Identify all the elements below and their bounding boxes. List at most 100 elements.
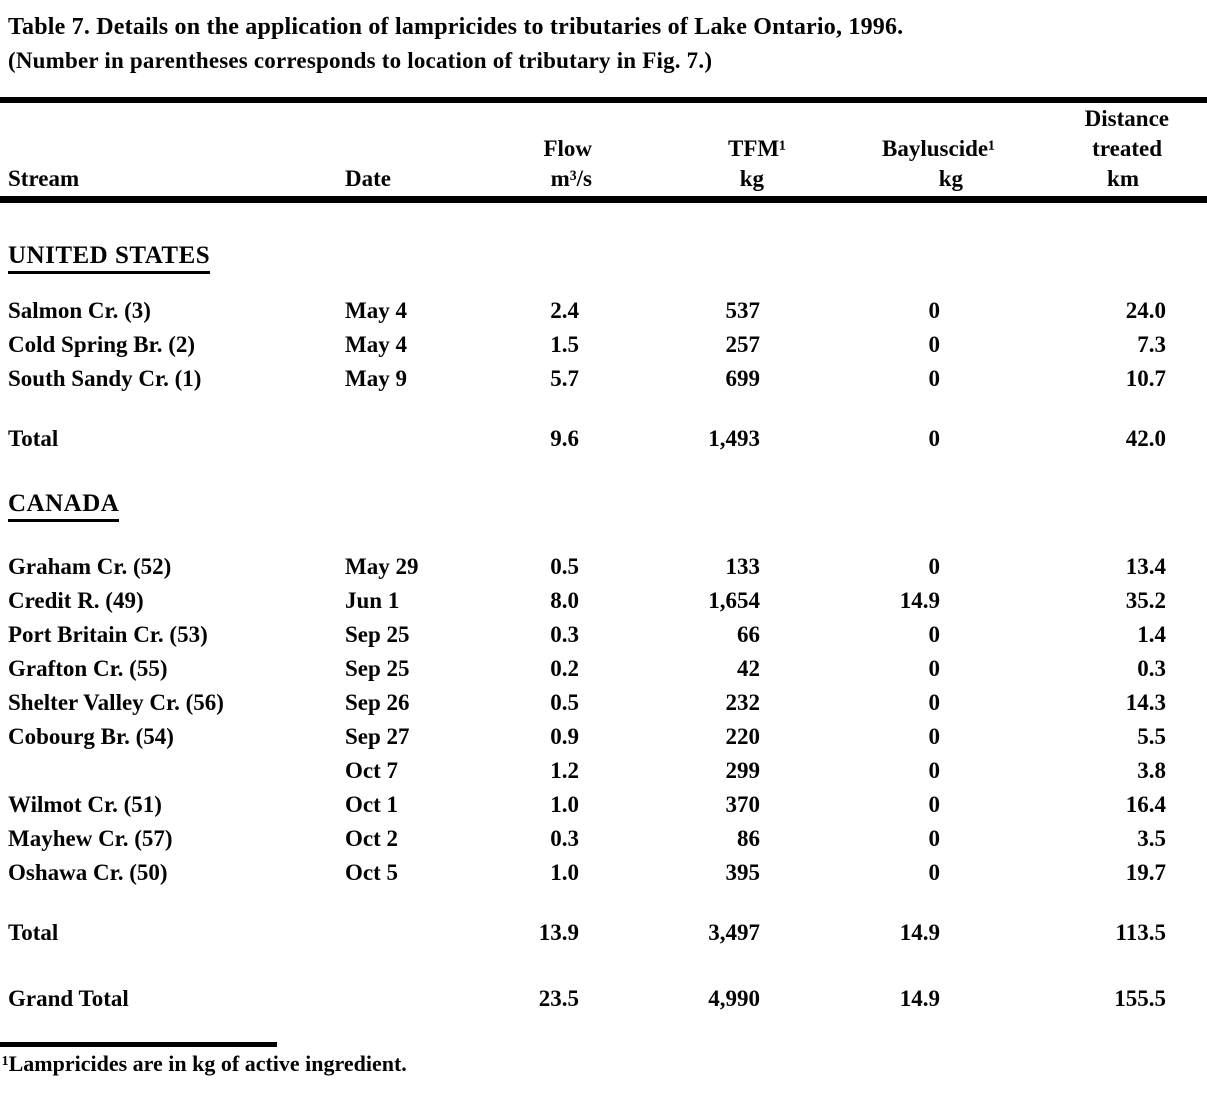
tfm-cell: 370: [725, 792, 761, 817]
flow-cell: 0.2: [550, 656, 579, 681]
bayluscide-cell: 0: [928, 554, 941, 579]
date-cell: May 9: [345, 366, 407, 391]
stream-cell: Cobourg Br. (54): [8, 724, 174, 749]
table-row: Cold Spring Br. (2) May 4 1.5 257 0 7.3: [8, 328, 1176, 362]
flow-cell: 1.0: [550, 792, 579, 817]
bayluscide-cell: 0: [928, 758, 941, 783]
bayluscide-cell: 0: [928, 792, 941, 817]
spacer: [8, 396, 1176, 422]
stream-cell: Mayhew Cr. (57): [8, 826, 173, 851]
distance-cell: 16.4: [1125, 792, 1166, 817]
column-header-tfm: TFM¹ kg: [728, 136, 786, 191]
stream-cell: Credit R. (49): [8, 588, 144, 613]
bayluscide-cell: 0: [928, 366, 941, 391]
distance-cell: 10.7: [1125, 366, 1166, 391]
bayluscide-cell: 0: [928, 656, 941, 681]
flow-cell: 0.3: [550, 622, 579, 647]
table-row: Oshawa Cr. (50) Oct 5 1.0 395 0 19.7: [8, 856, 1176, 890]
tfm-cell: 537: [725, 298, 761, 323]
bayluscide-cell: 0: [928, 426, 941, 451]
flow-cell: 1.5: [550, 332, 579, 357]
distance-cell: 0.3: [1137, 656, 1166, 681]
date-cell: May 4: [345, 332, 407, 357]
date-cell: May 29: [345, 554, 419, 579]
stream-cell: Grafton Cr. (55): [8, 656, 168, 681]
distance-cell: 19.7: [1125, 860, 1166, 885]
distance-cell: 24.0: [1125, 298, 1166, 323]
tfm-cell: 232: [725, 690, 761, 715]
grand-total-row: Grand Total 23.5 4,990 14.9 155.5: [8, 982, 1176, 1016]
flow-cell: 0.3: [550, 826, 579, 851]
date-cell: [345, 916, 500, 950]
spacer: [8, 274, 1176, 294]
flow-cell: 23.5: [538, 986, 579, 1011]
stream-cell: Salmon Cr. (3): [8, 298, 151, 323]
spacer-row: [8, 202, 1176, 242]
flow-cell: 2.4: [550, 298, 579, 323]
section-heading: CANADA: [8, 490, 120, 522]
date-cell: Sep 25: [345, 656, 410, 681]
tfm-cell: 395: [725, 860, 761, 885]
spacer-row: [8, 522, 1176, 550]
bayluscide-cell: 14.9: [899, 588, 940, 613]
lampricide-table: Stream Date Flow m³/s TFM¹ kg Bayluscide…: [8, 104, 1176, 1016]
distance-cell: 155.5: [1114, 986, 1166, 1011]
header-row: Stream Date Flow m³/s TFM¹ kg Bayluscide…: [8, 104, 1176, 202]
table-row: Mayhew Cr. (57) Oct 2 0.3 86 0 3.5: [8, 822, 1176, 856]
flow-cell: 13.9: [538, 920, 579, 945]
distance-cell: 5.5: [1137, 724, 1166, 749]
flow-cell: 1.0: [550, 860, 579, 885]
distance-cell: 1.4: [1137, 622, 1166, 647]
column-header-distance: Distance treated km: [1084, 106, 1169, 191]
tfm-cell: 699: [725, 366, 761, 391]
bayluscide-cell: 0: [928, 860, 941, 885]
tfm-cell: 133: [725, 554, 761, 579]
column-header-date: Date: [345, 166, 391, 191]
table-row: Graham Cr. (52) May 29 0.5 133 0 13.4: [8, 550, 1176, 584]
table-row: Credit R. (49) Jun 1 8.0 1,654 14.9 35.2: [8, 584, 1176, 618]
distance-cell: 7.3: [1137, 332, 1166, 357]
table-row: Shelter Valley Cr. (56) Sep 26 0.5 232 0 14.3: [8, 686, 1176, 720]
tfm-cell: 257: [725, 332, 761, 357]
distance-cell: 113.5: [1115, 920, 1166, 945]
date-cell: Sep 25: [345, 622, 410, 647]
distance-cell: 35.2: [1125, 588, 1166, 613]
column-header-stream: Stream: [8, 166, 80, 191]
date-cell: Oct 5: [345, 860, 399, 885]
tfm-cell: 220: [725, 724, 761, 749]
tfm-cell: 1,493: [708, 426, 760, 451]
spacer: [8, 202, 1176, 242]
flow-cell: 0.5: [550, 554, 579, 579]
date-cell: Oct 2: [345, 826, 399, 851]
column-header-flow: Flow m³/s: [543, 136, 592, 191]
bayluscide-cell: 0: [928, 298, 941, 323]
distance-cell: 42.0: [1125, 426, 1166, 451]
stream-cell: Total: [8, 426, 59, 451]
flow-cell: 9.6: [550, 426, 579, 451]
page-subtitle: (Number in parentheses corresponds to lo…: [8, 48, 713, 73]
section-heading-row: UNITED STATES: [8, 242, 1176, 274]
stream-cell: Shelter Valley Cr. (56): [8, 690, 224, 715]
date-cell: Oct 1: [345, 792, 399, 817]
stream-cell: South Sandy Cr. (1): [8, 366, 202, 391]
section-heading-row: CANADA: [8, 490, 1176, 522]
total-row: Total 9.6 1,493 0 42.0: [8, 422, 1176, 456]
table-row: Oct 7 1.2 299 0 3.8: [8, 754, 1176, 788]
spacer-row: [8, 950, 1176, 982]
table-row: South Sandy Cr. (1) May 9 5.7 699 0 10.7: [8, 362, 1176, 396]
footnote-rule: [0, 1042, 277, 1047]
tfm-cell: 66: [737, 622, 760, 647]
table-row: Port Britain Cr. (53) Sep 25 0.3 66 0 1.4: [8, 618, 1176, 652]
flow-cell: 0.5: [550, 690, 579, 715]
flow-cell: 8.0: [550, 588, 579, 613]
stream-cell: Wilmot Cr. (51): [8, 792, 162, 817]
tfm-cell: 299: [725, 758, 761, 783]
spacer: [8, 950, 1176, 982]
spacer: [8, 522, 1176, 550]
bayluscide-cell: 0: [928, 826, 941, 851]
stream-cell: Graham Cr. (52): [8, 554, 172, 579]
tfm-cell: 1,654: [708, 588, 760, 613]
bayluscide-cell: 0: [928, 332, 941, 357]
flow-cell: 1.2: [550, 758, 579, 783]
table-header: Stream Date Flow m³/s TFM¹ kg Bayluscide…: [8, 104, 1176, 202]
